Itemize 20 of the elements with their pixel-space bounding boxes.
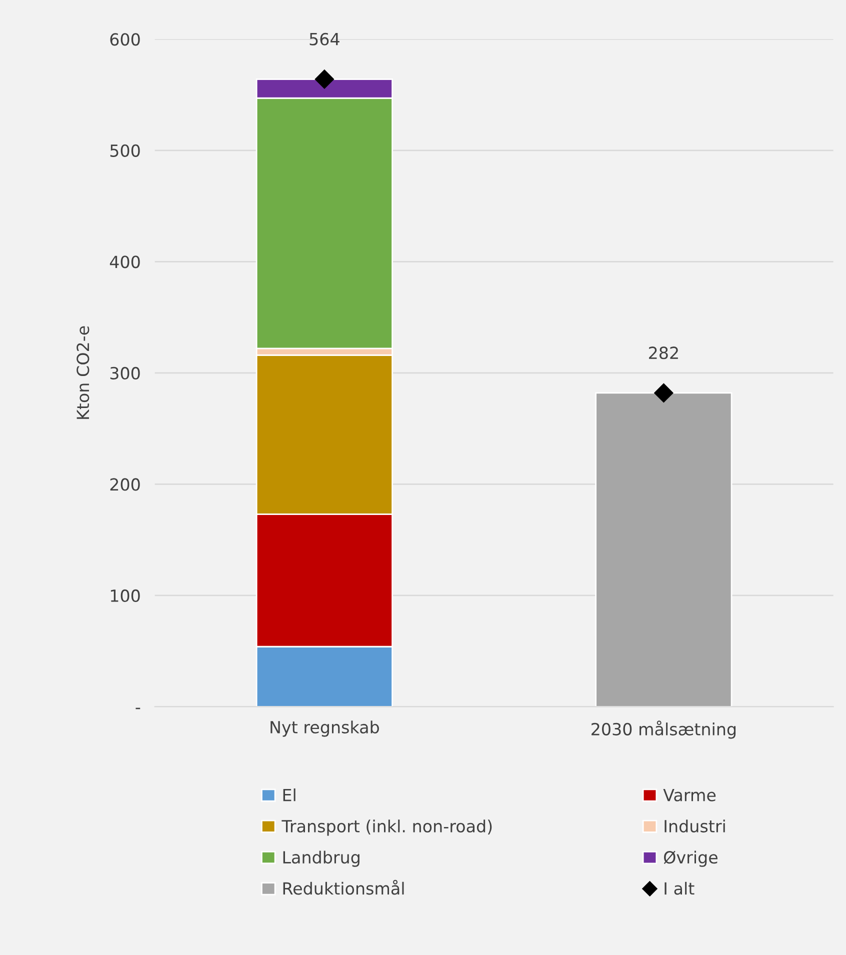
y-tick-label: 100: [110, 589, 140, 602]
y-tick-label: 500: [110, 144, 140, 157]
legend-label: Industri: [664, 820, 725, 832]
legend-label: Reduktionsmål: [283, 880, 404, 895]
data-label: 282: [649, 346, 678, 360]
y-tick-label: -: [136, 708, 140, 710]
data-label: 564: [310, 32, 340, 46]
y-tick-label: 400: [110, 256, 140, 268]
y-tick-label: 200: [110, 478, 140, 491]
legend-label: I alt: [664, 882, 694, 895]
y-tick-label: 300: [110, 366, 140, 380]
x-tick-label: 2030 målsætning: [592, 720, 736, 739]
legend-label: Transport (inkl. non-road): [282, 820, 492, 836]
legend-label: Varme: [663, 788, 716, 802]
legend-label: Øvrige: [664, 850, 718, 867]
x-tick-label: Nyt regnskab: [270, 720, 379, 737]
legend-label: El: [283, 788, 296, 802]
legend-label: Landbrug: [283, 850, 360, 867]
y-axis-title: Kton CO2-e: [76, 326, 90, 419]
y-tick-label: 600: [110, 33, 140, 46]
